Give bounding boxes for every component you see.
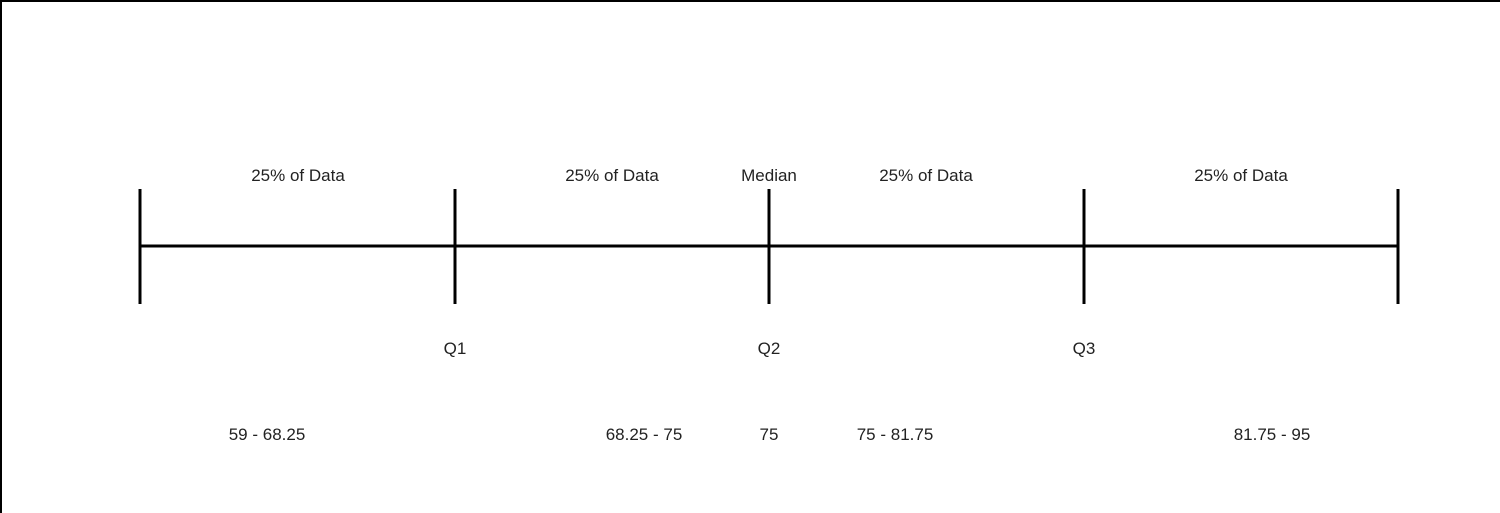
quartile-q2-label: Q2 <box>757 339 781 358</box>
quartile-q1-label: Q1 <box>443 339 467 358</box>
segment-4-range: 81.75 - 95 <box>1233 425 1311 444</box>
quartile-q3-label: Q3 <box>1072 339 1096 358</box>
segment-3-label: 25% of Data <box>879 166 973 185</box>
segment-4-label: 25% of Data <box>1194 166 1288 185</box>
median-value: 75 <box>759 425 779 444</box>
segment-2-label: 25% of Data <box>565 166 659 185</box>
segment-3-range: 75 - 81.75 <box>856 425 934 444</box>
segment-1-range: 59 - 68.25 <box>228 425 306 444</box>
segment-2-range: 68.25 - 75 <box>605 425 683 444</box>
median-label: Median <box>741 166 797 185</box>
segment-1-label: 25% of Data <box>251 166 345 185</box>
